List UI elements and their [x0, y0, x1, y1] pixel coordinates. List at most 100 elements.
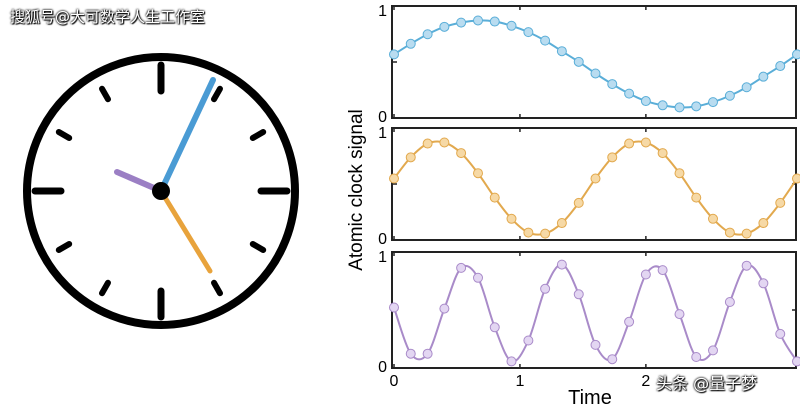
data-point — [775, 328, 786, 339]
data-point — [439, 21, 450, 32]
data-point — [691, 192, 702, 203]
series-line — [393, 140, 798, 236]
data-point — [775, 197, 786, 208]
data-point — [590, 173, 601, 184]
data-point — [389, 302, 399, 313]
watermark-bottom-right: 头条 @量子梦 — [656, 374, 758, 393]
data-point — [674, 309, 685, 320]
data-point — [473, 168, 484, 179]
data-point — [691, 352, 702, 362]
data-point — [707, 97, 718, 108]
clock-tick — [99, 279, 111, 297]
clock-tick — [99, 85, 111, 103]
data-point — [573, 289, 584, 300]
plot-frame — [391, 127, 797, 241]
data-point — [607, 79, 618, 90]
data-point — [506, 356, 517, 367]
data-point — [573, 197, 584, 208]
data-point — [707, 345, 718, 356]
data-point — [724, 90, 735, 101]
data-point — [489, 16, 500, 27]
data-point — [540, 283, 551, 294]
data-point — [489, 192, 500, 203]
clock-face — [23, 53, 299, 329]
clock-center-pin — [152, 182, 170, 200]
data-point — [456, 148, 467, 159]
data-point — [389, 49, 399, 60]
x-tick-label: 1 — [515, 373, 524, 390]
clock-tick — [55, 129, 73, 141]
data-point — [405, 152, 416, 163]
plot-frame — [391, 5, 797, 119]
clock-tick — [55, 241, 73, 253]
clock-tick — [249, 241, 267, 253]
data-point — [590, 68, 601, 79]
x-tick-label: 0 — [390, 373, 399, 390]
data-point — [741, 260, 752, 271]
y-tick-label: 1 — [378, 249, 387, 266]
data-point — [556, 46, 567, 57]
data-point — [422, 138, 433, 149]
data-point — [624, 88, 635, 99]
data-point — [456, 262, 467, 273]
data-point — [473, 15, 484, 26]
data-point — [775, 61, 786, 72]
data-point — [640, 269, 651, 280]
data-point — [523, 27, 534, 38]
data-point — [556, 218, 567, 229]
panel-1: 01 — [378, 3, 800, 126]
y-tick-label: 0 — [378, 359, 387, 376]
data-point — [792, 173, 800, 184]
panel-3: 01 — [378, 249, 800, 376]
data-point — [556, 259, 567, 270]
data-point — [607, 354, 618, 365]
data-point — [590, 339, 601, 350]
data-point — [624, 138, 635, 149]
minute-hand — [158, 77, 216, 194]
panel-2: 01 — [378, 125, 800, 248]
data-point — [523, 335, 534, 346]
second-hand — [158, 188, 213, 274]
data-point — [741, 82, 752, 93]
data-point — [640, 137, 651, 148]
data-point — [674, 102, 685, 113]
x-axis-label: Time — [568, 387, 612, 406]
data-point — [792, 49, 800, 60]
y-tick-label: 0 — [378, 109, 387, 126]
data-point — [758, 218, 769, 229]
data-point — [741, 228, 752, 239]
watermark-top-left: 搜狐号@大可数学人生工作室 — [10, 8, 206, 26]
plot-frame — [391, 251, 797, 369]
data-point — [640, 96, 651, 107]
data-point — [758, 278, 769, 289]
data-point — [657, 265, 668, 276]
y-tick-label: 1 — [378, 3, 387, 20]
series-line — [393, 19, 798, 109]
clock-tick — [211, 85, 223, 103]
data-point — [389, 173, 399, 184]
clock-tick — [211, 279, 223, 297]
y-tick-label: 1 — [378, 125, 387, 142]
data-point — [506, 20, 517, 31]
data-point — [439, 303, 450, 314]
data-point — [758, 71, 769, 82]
data-point — [489, 322, 500, 333]
data-point — [422, 348, 433, 359]
data-point — [422, 29, 433, 40]
clock-tick — [249, 129, 267, 141]
data-point — [607, 152, 618, 163]
data-point — [724, 227, 735, 238]
data-point — [405, 348, 416, 359]
data-point — [439, 137, 450, 148]
y-axis-label: Atomic clock signal — [346, 109, 367, 271]
data-point — [691, 101, 702, 112]
data-point — [473, 272, 484, 283]
data-point — [573, 56, 584, 67]
data-point — [724, 297, 735, 307]
data-point — [540, 35, 551, 46]
data-point — [792, 356, 800, 367]
data-point — [657, 100, 668, 111]
data-point — [624, 316, 635, 327]
x-tick-label: 2 — [641, 373, 650, 390]
